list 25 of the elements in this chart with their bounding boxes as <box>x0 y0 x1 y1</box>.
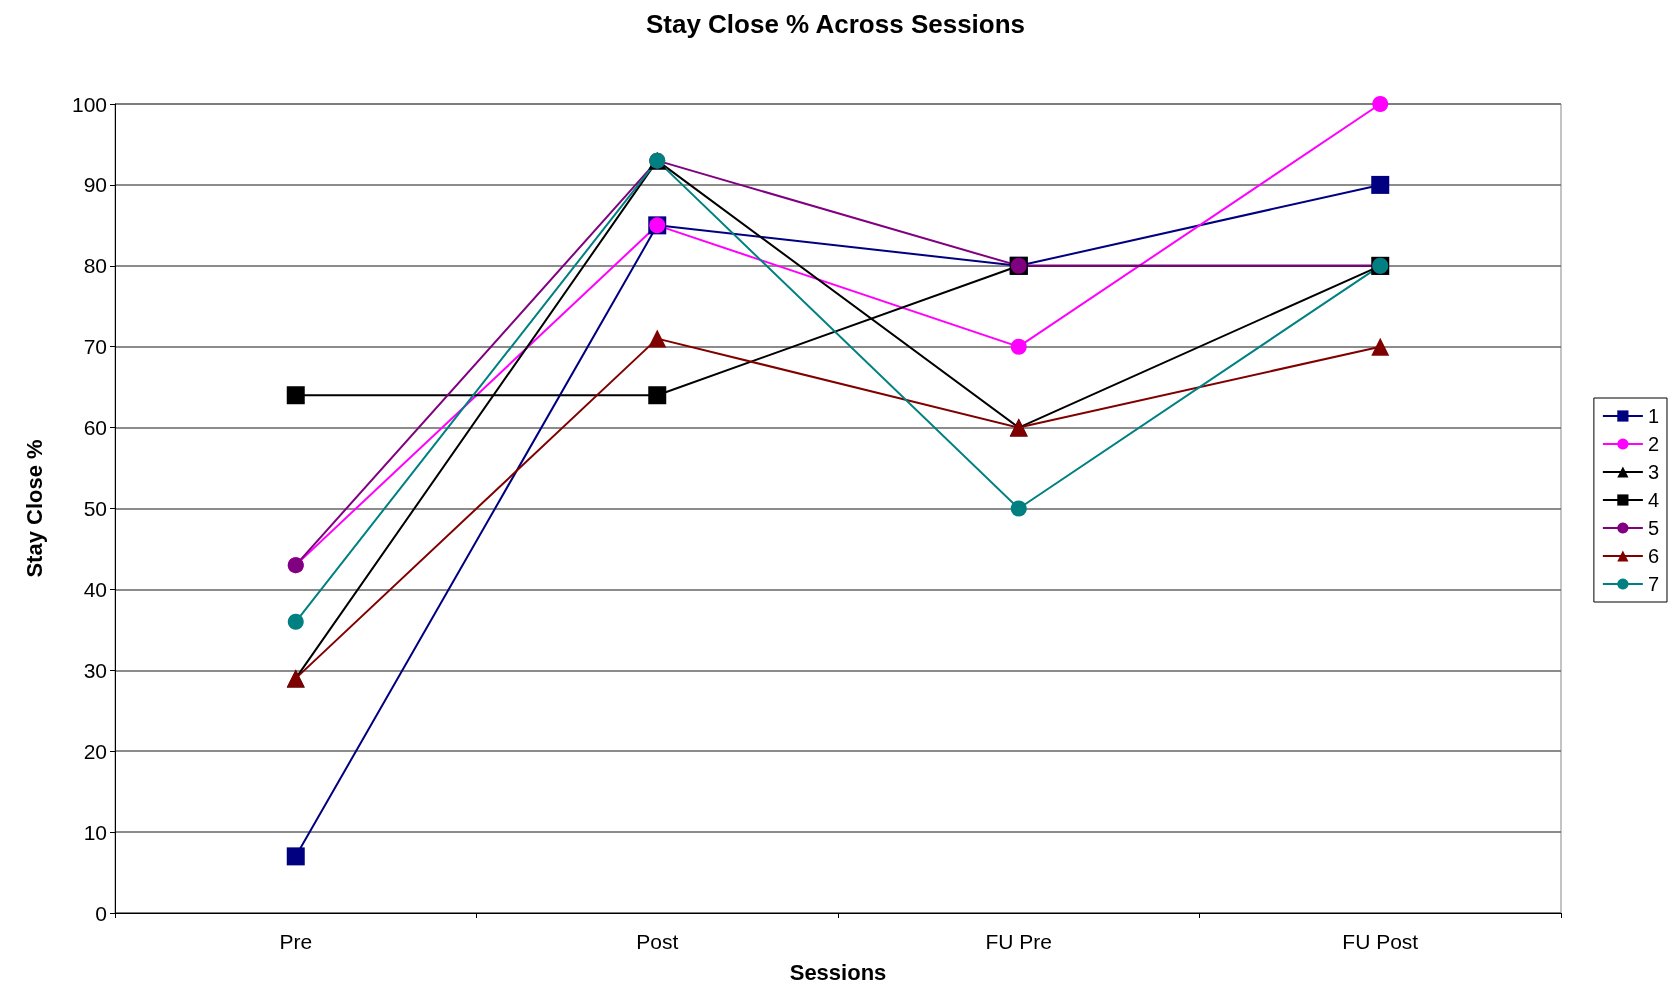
y-tick-label: 60 <box>83 416 107 440</box>
y-tick-label: 50 <box>83 497 107 520</box>
y-tick-label: 20 <box>83 739 107 763</box>
y-tick-label: 100 <box>71 92 107 116</box>
legend-label: 3 <box>1647 461 1659 483</box>
y-axis-title: Stay Close % <box>21 439 47 578</box>
legend-label: 4 <box>1647 489 1659 511</box>
x-tick-label: Pre <box>279 930 313 953</box>
legend-label: 5 <box>1647 517 1659 539</box>
y-tick-label: 80 <box>83 254 107 278</box>
y-tick-label: 70 <box>83 335 107 359</box>
legend-label: 6 <box>1647 545 1659 567</box>
x-tick-label: FU Pre <box>985 930 1053 953</box>
x-axis-title: Sessions <box>789 959 887 985</box>
y-tick-label: 30 <box>83 658 107 682</box>
y-tick-label: 40 <box>83 577 107 601</box>
legend-label: 1 <box>1647 405 1659 427</box>
y-tick-label: 90 <box>83 173 107 197</box>
legend-label: 7 <box>1647 573 1659 595</box>
chart-title: Stay Close % Across Sessions <box>645 9 1026 39</box>
legend-label: 2 <box>1647 433 1659 455</box>
y-tick-label: 10 <box>83 820 107 844</box>
x-tick-label: FU Post <box>1342 930 1419 953</box>
y-tick-label: 0 <box>95 901 107 925</box>
x-tick-label: Post <box>636 930 679 953</box>
